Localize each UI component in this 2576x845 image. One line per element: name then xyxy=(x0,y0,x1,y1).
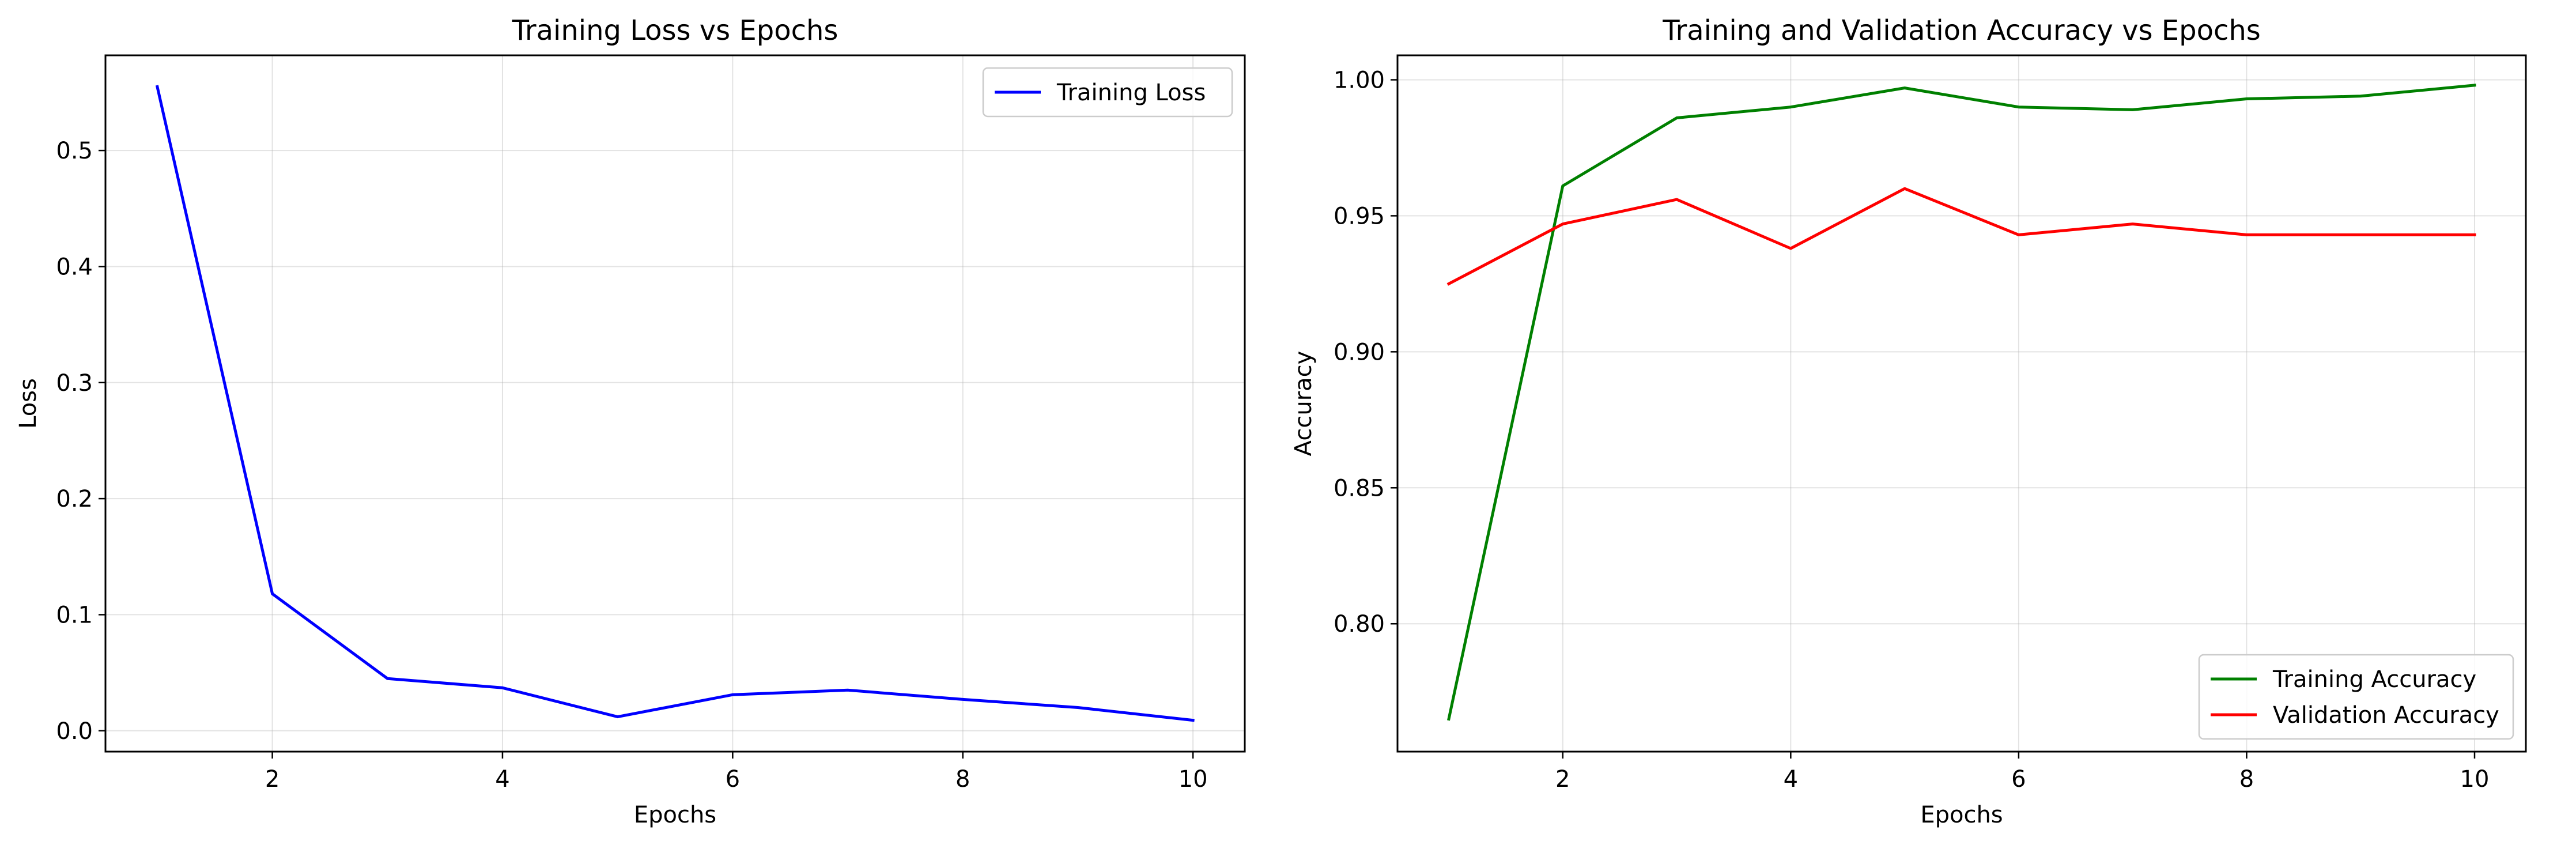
loss-chart: 2 4 6 8 10 0.0 0.1 0.2 0.3 0.4 0.5 Training Loss v… xyxy=(15,14,1246,828)
accuracy-chart-x-tick-label: 8 xyxy=(2239,766,2254,793)
loss-chart-y-tick-label: 0.3 xyxy=(56,370,93,397)
training-accuracy-legend-label: Training Accuracy xyxy=(2272,666,2476,693)
accuracy-chart-y-axis-label: Accuracy xyxy=(1290,351,1317,457)
accuracy-chart-x-tick-label: 4 xyxy=(1784,766,1798,793)
accuracy-chart-legend: Training Accuracy Validation Accuracy xyxy=(2198,654,2514,740)
accuracy-chart-x-tick-label: 6 xyxy=(2011,766,2026,793)
accuracy-chart-plot-area xyxy=(1396,54,2527,753)
loss-chart-y-tick-label: 0.2 xyxy=(56,486,93,512)
accuracy-chart-title: Training and Validation Accuracy vs Epoc… xyxy=(1662,14,2261,47)
accuracy-chart: 2 4 6 8 10 0.80 0.85 0.90 0.95 1.00 Training and … xyxy=(1290,14,2527,828)
loss-chart-y-axis-label: Loss xyxy=(15,378,41,429)
accuracy-chart-x-tick-label: 10 xyxy=(2460,766,2490,793)
validation-accuracy-line xyxy=(1446,187,2476,286)
accuracy-chart-y-tick-label: 0.90 xyxy=(1334,339,1385,365)
accuracy-chart-x-axis-label: Epochs xyxy=(1920,802,2003,828)
loss-chart-y-tick-label: 0.5 xyxy=(56,138,93,164)
accuracy-chart-legend-box xyxy=(2198,654,2514,740)
loss-chart-x-tick-label: 4 xyxy=(495,766,509,793)
accuracy-chart-y-tick-label: 0.85 xyxy=(1334,475,1385,501)
loss-chart-x-axis-label: Epochs xyxy=(634,802,716,828)
loss-chart-y-tick-label: 0.1 xyxy=(56,602,93,628)
loss-chart-legend: Training Loss xyxy=(982,67,1233,118)
loss-chart-y-tick-label: 0.4 xyxy=(56,254,93,280)
accuracy-chart-y-tick-label: 0.80 xyxy=(1334,611,1385,637)
loss-chart-title: Training Loss vs Epochs xyxy=(512,14,838,47)
loss-chart-plot-area xyxy=(104,54,1246,753)
training-loss-line xyxy=(155,85,1195,722)
validation-accuracy-legend-label: Validation Accuracy xyxy=(2273,702,2499,729)
training-loss-legend-label: Training Loss xyxy=(1056,80,1206,106)
loss-chart-x-tick-label: 8 xyxy=(955,766,970,793)
loss-chart-x-tick-label: 10 xyxy=(1179,766,1208,793)
training-accuracy-line xyxy=(1447,84,2476,721)
loss-chart-x-tick-label: 2 xyxy=(265,766,279,793)
loss-chart-y-tick-label: 0.0 xyxy=(56,718,93,745)
accuracy-chart-y-tick-label: 1.00 xyxy=(1334,67,1385,93)
accuracy-chart-x-tick-label: 2 xyxy=(1555,766,1570,793)
loss-chart-legend-box xyxy=(982,67,1233,118)
loss-chart-x-tick-label: 6 xyxy=(726,766,740,793)
accuracy-chart-y-tick-label: 0.95 xyxy=(1334,203,1385,229)
